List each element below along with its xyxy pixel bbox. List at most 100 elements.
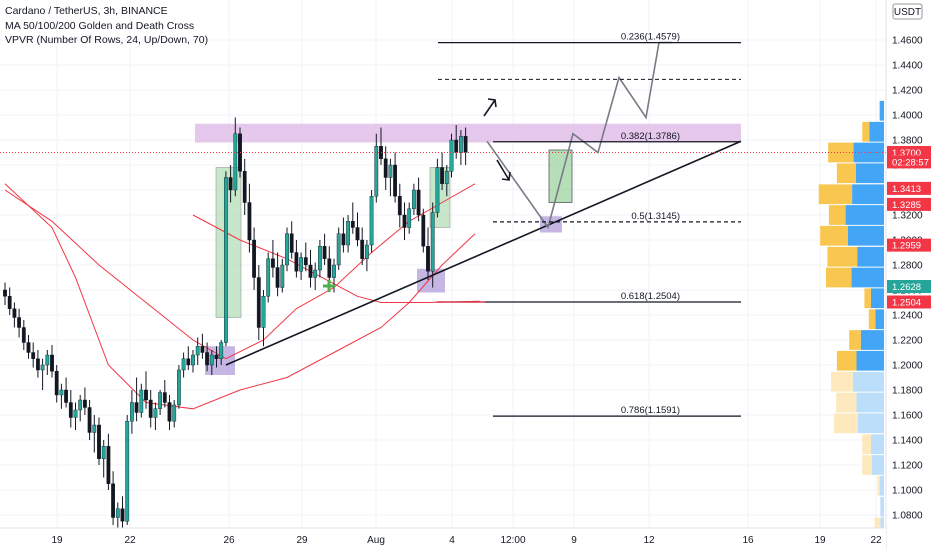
- candle-down: [111, 483, 116, 518]
- candle-down: [303, 257, 308, 266]
- candle-down: [31, 352, 36, 359]
- candle-down: [463, 136, 468, 153]
- fib-level-label: 0.5(1.3145): [631, 211, 680, 222]
- candle-down: [355, 227, 360, 241]
- y-tick-label: 1.4400: [892, 61, 923, 72]
- candle-down: [360, 239, 365, 259]
- candle-up: [285, 233, 289, 266]
- vp-bar-up: [857, 246, 884, 267]
- currency-label: USDT: [894, 7, 921, 18]
- candle-down: [54, 371, 59, 396]
- vp-bar-down: [826, 267, 852, 288]
- candle-down: [144, 389, 148, 401]
- price-tag-label: 1.3700: [892, 148, 921, 159]
- vp-bar-up: [857, 413, 884, 434]
- fib-levels: 0.236(1.4579) 0.382(1.3786) 0.5(1.3145) 0.6…: [436, 32, 741, 417]
- candle-up: [40, 364, 45, 371]
- candle-up: [176, 369, 181, 406]
- vp-bar-down: [836, 350, 857, 371]
- golden-cross-icon: [323, 280, 335, 292]
- candle-down: [440, 167, 444, 184]
- legend-ma-indicator[interactable]: MA 50/100/200 Golden and Death Cross: [5, 19, 195, 32]
- candle-up: [365, 244, 369, 259]
- candle-down: [322, 246, 327, 259]
- x-tick-label: 19: [51, 535, 63, 546]
- candle-up: [129, 402, 134, 422]
- currency-badge[interactable]: USDT: [892, 3, 923, 20]
- candle-down: [247, 202, 252, 241]
- candle-down: [289, 233, 294, 253]
- candle-down: [186, 358, 191, 366]
- price-tag-label: 1.3285: [892, 200, 921, 211]
- candle-down: [308, 264, 313, 278]
- candle-up: [313, 269, 318, 278]
- vp-bar-up: [870, 434, 884, 455]
- vp-bar-down: [862, 455, 872, 475]
- candle-down: [3, 289, 7, 297]
- candle-up: [369, 196, 374, 246]
- y-tick-label: 1.2800: [892, 261, 923, 272]
- y-tick-label: 1.2400: [892, 311, 923, 322]
- x-tick-label: 22: [124, 535, 136, 546]
- vp-bar-up: [856, 350, 884, 371]
- vp-bar-down: [836, 163, 856, 184]
- candle-down: [271, 258, 275, 268]
- candle-down: [21, 327, 26, 343]
- y-tick-label: 1.1200: [892, 461, 923, 472]
- legend-vpvr-indicator[interactable]: VPVR (Number Of Rows, 24, Up/Down, 70): [5, 34, 209, 46]
- candle-down: [167, 402, 172, 422]
- candle-down: [120, 508, 125, 522]
- x-tick-label: 26: [223, 535, 235, 546]
- candle-down: [327, 258, 332, 278]
- candle-up: [73, 409, 78, 418]
- candle-up: [459, 136, 463, 153]
- candle-up: [449, 139, 454, 172]
- candle-down: [87, 407, 92, 433]
- candle-down: [134, 402, 139, 413]
- time-axis[interactable]: 19 22 26 29 Aug 4 12:00 9 12 16 19 22: [0, 527, 886, 550]
- candle-down: [12, 308, 17, 318]
- x-tick-label: 19: [814, 535, 826, 546]
- candle-down: [200, 346, 205, 353]
- trendline: [225, 140, 742, 366]
- candle-down: [162, 392, 167, 403]
- candle-down: [106, 446, 111, 484]
- price-tag-bg: [887, 155, 931, 169]
- candle-down: [64, 389, 69, 403]
- vp-bar-down: [849, 330, 861, 350]
- x-tick-label: 4: [449, 535, 455, 546]
- candle-up: [139, 389, 144, 413]
- vp-bar-up: [875, 309, 884, 330]
- vp-bar-up: [853, 142, 884, 163]
- vp-bar-up: [856, 392, 884, 413]
- candle-up: [430, 212, 435, 272]
- legend-symbol[interactable]: Cardano / TetherUS, 3h, BINANCE: [5, 5, 168, 17]
- candle-up: [299, 257, 303, 272]
- fib-level-label: 0.618(1.2504): [621, 291, 680, 302]
- vp-bar-up: [879, 100, 884, 121]
- candle-up: [412, 189, 416, 209]
- candle-up: [158, 392, 162, 409]
- candle-down: [50, 354, 54, 372]
- candle-down: [148, 399, 153, 418]
- candle-up: [172, 404, 177, 422]
- y-tick-label: 1.1000: [892, 486, 923, 497]
- currency-badge-box: [892, 3, 923, 20]
- ma-line-ma200: [192, 214, 480, 303]
- price-tag-bg: [887, 238, 931, 252]
- vp-bar-up: [869, 121, 884, 142]
- vp-bar-up: [852, 184, 884, 205]
- vp-bar-down: [868, 309, 876, 330]
- candle-up: [336, 233, 341, 266]
- candle-down: [350, 221, 355, 228]
- price-tag-label: 02:28:57: [892, 157, 929, 168]
- price-axis[interactable]: 1.46001.44001.42001.40001.38001.36001.34…: [885, 0, 932, 550]
- candle-down: [242, 171, 247, 203]
- candle-down: [68, 402, 73, 418]
- vp-bar-up: [871, 455, 884, 475]
- vp-bar-down: [877, 475, 880, 496]
- vp-bar-down: [862, 434, 871, 455]
- x-tick-label: 12: [643, 535, 655, 546]
- candle-up: [209, 354, 214, 366]
